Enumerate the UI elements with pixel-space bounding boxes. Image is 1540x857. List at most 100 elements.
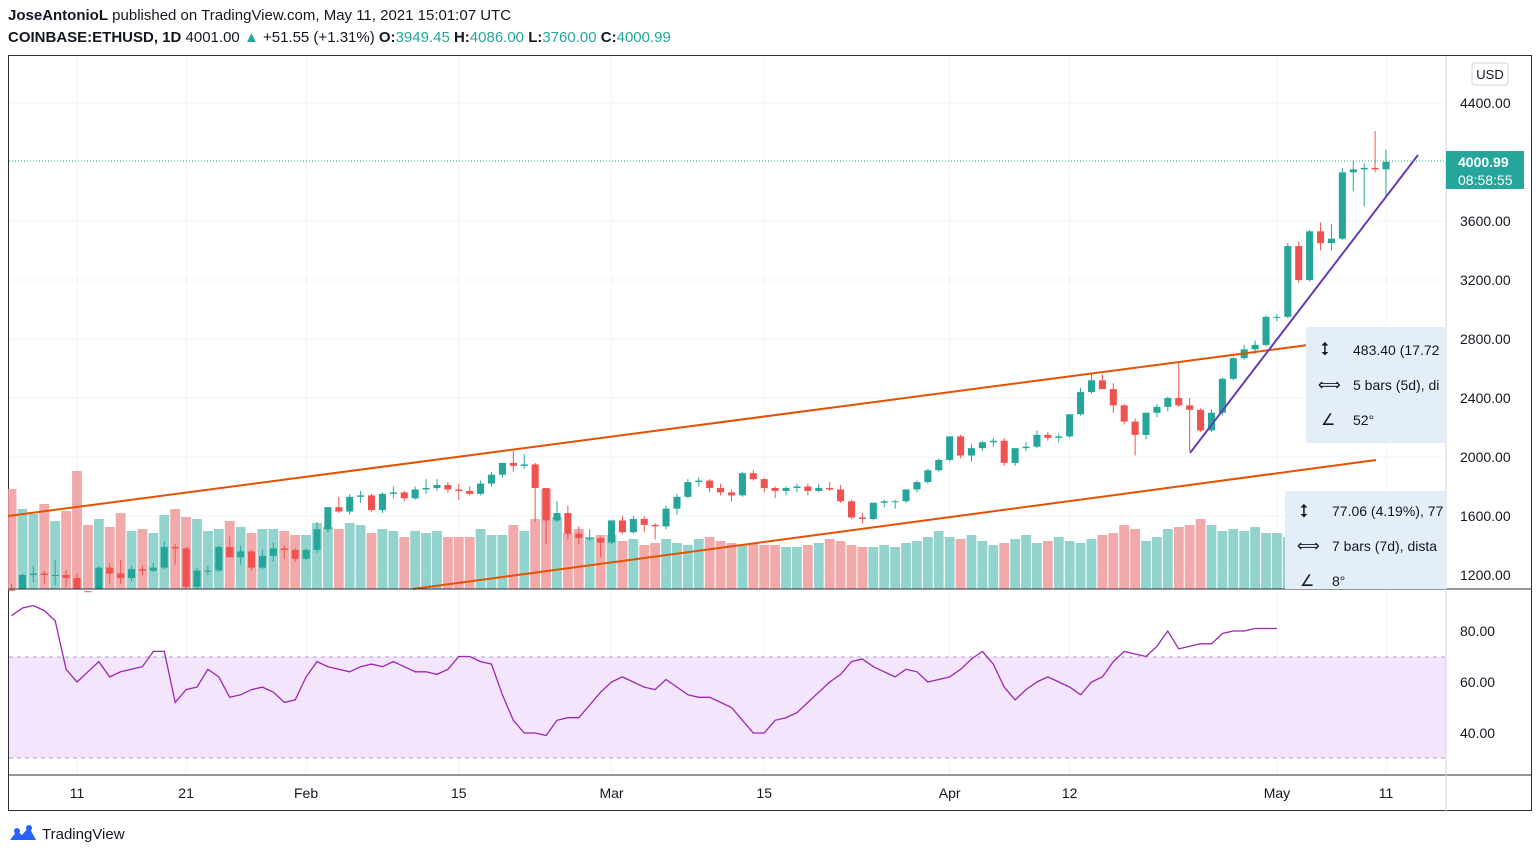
candle <box>117 560 125 584</box>
volume-bar <box>475 529 486 589</box>
volume-bar <box>770 545 781 589</box>
candle <box>182 546 190 589</box>
volume-bar <box>999 543 1010 589</box>
candle <box>269 542 277 562</box>
volume-bar <box>82 525 93 589</box>
candle <box>1153 403 1161 418</box>
volume-bar <box>148 533 159 589</box>
volume-bar <box>1195 519 1206 589</box>
low-value: 3760.00 <box>542 29 597 46</box>
price-axis[interactable]: 4400.00 3600.00 3200.00 2800.00 2400.00 2000.… <box>1460 95 1511 583</box>
volume-bar <box>519 531 530 589</box>
candle <box>1055 433 1063 443</box>
high-value: 4086.00 <box>469 29 525 46</box>
volume-bar <box>672 543 682 589</box>
candle <box>804 483 812 496</box>
brand-name: TradingView <box>42 825 125 843</box>
volume-bar <box>552 517 562 589</box>
volume-bar <box>192 519 202 589</box>
candle <box>847 499 856 519</box>
time-tick-label: 11 <box>1379 785 1394 801</box>
candle <box>367 493 376 512</box>
candle <box>727 489 736 502</box>
volume-bar <box>1032 543 1042 589</box>
volume-bar <box>933 531 944 589</box>
trend-line[interactable] <box>1189 154 1419 454</box>
candle <box>967 443 976 462</box>
candle <box>302 548 310 561</box>
candle <box>1044 431 1052 441</box>
tradingview-brand[interactable]: TradingView <box>8 824 125 844</box>
volume-bar <box>901 543 911 589</box>
volume-bar <box>846 545 857 589</box>
candle <box>880 499 888 508</box>
volume-bar <box>879 545 890 589</box>
candle <box>138 566 146 575</box>
volume-bar <box>628 539 639 589</box>
candle <box>1186 398 1194 452</box>
measure-tooltip-1[interactable]: ⭥ 483.40 (17.72 ⟺ 5 bars (5d), di ∠ 52° <box>1306 327 1446 443</box>
volume-bar <box>595 535 606 589</box>
candle <box>422 479 430 494</box>
volume-bar <box>290 535 301 589</box>
candle <box>1000 437 1008 466</box>
volume-bar <box>377 529 388 589</box>
currency-badge[interactable]: USD <box>1471 62 1509 86</box>
publish-line: JoseAntonioL published on TradingView.co… <box>8 7 511 24</box>
price-tick-label: 1200.00 <box>1460 567 1511 583</box>
volume-bar <box>115 513 126 589</box>
time-axis[interactable]: 11 21 Feb 15 Mar 15 Apr 12 May 11 <box>70 785 1394 801</box>
candle <box>891 499 899 509</box>
candle <box>411 486 419 500</box>
candle <box>204 566 212 575</box>
candle <box>695 477 703 487</box>
volume-bar <box>726 543 737 589</box>
volume-bar <box>1206 525 1217 589</box>
volume-bar <box>432 531 442 589</box>
volume-bar <box>1228 529 1239 589</box>
open-value: 3949.45 <box>395 29 450 46</box>
tooltip-2-bars: 7 bars (7d), dista <box>1332 538 1437 554</box>
candle <box>1371 131 1379 173</box>
angle-icon: ∠ <box>1300 573 1314 590</box>
volume-bar <box>912 541 922 589</box>
volume-bar <box>693 539 704 589</box>
volume-bar <box>322 527 333 589</box>
volume-bar <box>530 519 541 589</box>
candle <box>389 486 397 499</box>
candle <box>62 570 70 587</box>
time-tick-label: Feb <box>294 785 318 801</box>
volume-bar <box>1184 525 1195 589</box>
volume-bar <box>890 547 901 589</box>
tooltip-1-angle: 52° <box>1353 412 1374 428</box>
channel-lower-line[interactable] <box>412 459 1377 590</box>
author-name[interactable]: JoseAntonioL <box>8 7 108 24</box>
rsi-axis[interactable]: 80.00 60.00 40.00 <box>1460 623 1495 741</box>
candle <box>313 521 321 553</box>
volume-bar <box>1086 539 1097 589</box>
price-tick-label: 2400.00 <box>1460 390 1511 406</box>
low-label: L: <box>528 29 543 46</box>
volume-bar <box>944 537 955 589</box>
candle <box>1229 356 1237 381</box>
volume-bar <box>1075 543 1086 589</box>
open-label: O: <box>378 29 396 46</box>
candle <box>226 536 234 558</box>
candle <box>1295 241 1303 283</box>
candle <box>378 492 386 514</box>
tooltip-2-range: 77.06 (4.19%), 77 <box>1332 503 1444 519</box>
candle <box>335 496 343 514</box>
last-price: 4001.00 <box>185 29 240 46</box>
volume-bar <box>72 471 82 589</box>
volume-bar <box>202 531 213 589</box>
volume-bar <box>464 537 475 589</box>
measure-tooltip-2[interactable]: ⭥ 77.06 (4.19%), 77 ⟺ 7 bars (7d), dista… <box>1285 491 1446 590</box>
price-tick-label: 4400.00 <box>1460 95 1511 111</box>
close-value: 4000.99 <box>616 29 671 46</box>
volume-bar <box>781 547 791 589</box>
volume-bar <box>824 539 835 589</box>
candle <box>40 570 48 584</box>
countdown-value: 08:58:55 <box>1458 172 1513 188</box>
channel-upper-line[interactable] <box>8 344 1309 517</box>
price-chart[interactable]: ⭥ 483.40 (17.72 ⟺ 5 bars (5d), di ∠ 52° … <box>8 55 1532 812</box>
